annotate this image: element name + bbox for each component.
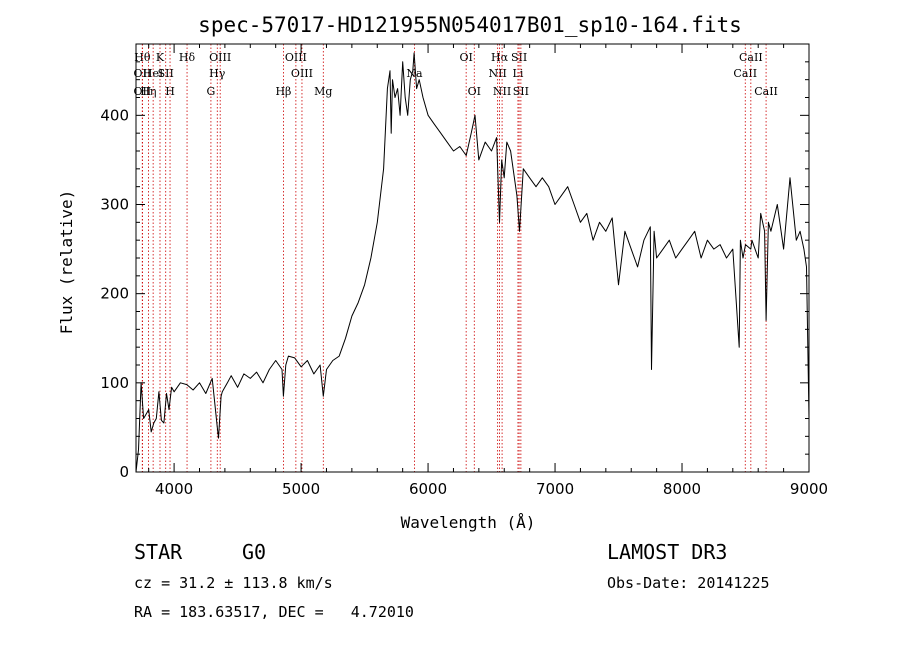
line-marker-label-6: SII — [158, 67, 174, 80]
line-marker-label-26: CaII — [739, 51, 763, 64]
axes: 4000 5000 6000 7000 8000 9000 0 100 200 300 400 — [100, 43, 828, 498]
survey-name: LAMOST DR3 — [607, 540, 728, 564]
y-tick-label-4: 400 — [100, 106, 129, 124]
line-marker-label-14: OIII — [291, 67, 313, 80]
object-subclass: G0 — [242, 540, 267, 564]
redshift-velocity: cz = 31.2 ± 113.8 km/s — [134, 574, 333, 592]
x-tick-label-1: 5000 — [282, 480, 320, 498]
line-marker-label-12: Hβ — [275, 85, 291, 98]
line-marker-label-5: K — [156, 51, 165, 64]
y-tick-label-2: 200 — [100, 285, 129, 303]
y-tick-label-3: 300 — [100, 196, 129, 214]
line-marker-label-13: OIII — [285, 51, 307, 64]
x-tick-label-4: 8000 — [663, 480, 701, 498]
line-marker-label-22: Li — [513, 67, 524, 80]
line-marker-label-8: Hδ — [179, 51, 196, 64]
line-marker-label-15: Mg — [314, 85, 332, 98]
observation-date: Obs-Date: 20141225 — [607, 574, 770, 592]
line-marker-label-9: G — [207, 85, 216, 98]
line-marker-label-7: H — [165, 85, 175, 98]
line-marker-label-25: CaII — [733, 67, 757, 80]
line-marker-label-3: Hη — [140, 85, 156, 98]
line-markers: HθOIIOIIHηHeIKSIIHHδGHγOIIIHβOIIIOIIIMgN… — [133, 44, 778, 472]
flux-series — [135, 52, 810, 473]
plot-frame — [135, 43, 810, 473]
line-marker-label-20: Hα — [491, 51, 509, 64]
x-tick-label-2: 6000 — [409, 480, 447, 498]
line-marker-label-17: OI — [459, 51, 472, 64]
chart-title: spec-57017-HD121955N054017B01_sp10-164.f… — [198, 13, 742, 37]
series-flux — [135, 52, 810, 473]
x-tick-label-3: 7000 — [536, 480, 574, 498]
x-tick-label-0: 4000 — [155, 480, 193, 498]
line-marker-label-2: OII — [133, 85, 151, 98]
ra-dec-coordinates: RA = 183.63517, DEC = 4.72010 — [134, 603, 414, 621]
x-axis-label: Wavelength (Å) — [401, 513, 536, 532]
line-marker-label-0: Hθ — [134, 51, 151, 64]
line-marker-label-19: NII — [488, 67, 506, 80]
x-tick-label-5: 9000 — [790, 480, 828, 498]
y-tick-label-1: 100 — [100, 374, 129, 392]
line-marker-label-10: Hγ — [209, 67, 226, 80]
line-marker-label-18: OI — [468, 85, 481, 98]
line-marker-label-21: NII — [493, 85, 511, 98]
line-marker-label-24: SII — [513, 85, 529, 98]
y-axis-label: Flux (relative) — [57, 190, 76, 335]
object-class: STAR — [134, 540, 183, 564]
y-tick-label-0: 0 — [119, 463, 129, 481]
line-marker-label-4: HeI — [143, 67, 163, 80]
line-marker-label-23: SII — [511, 51, 527, 64]
line-marker-label-27: CaII — [754, 85, 778, 98]
line-marker-label-11: OIII — [209, 51, 231, 64]
line-marker-label-16: Na — [406, 67, 423, 80]
